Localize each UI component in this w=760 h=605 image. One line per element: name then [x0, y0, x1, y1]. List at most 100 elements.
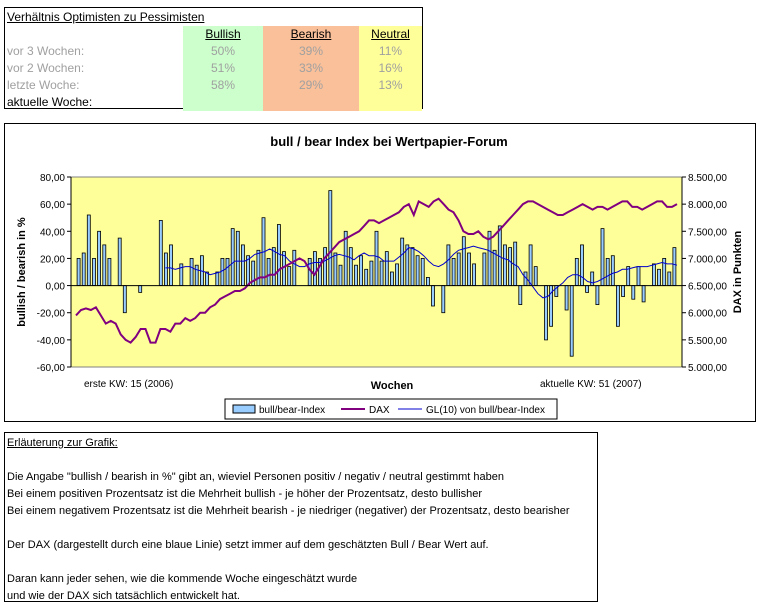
bull-bear-bar — [595, 285, 600, 306]
y2-tick-label: 8.000,00 — [688, 200, 727, 211]
bull-bear-bar — [333, 252, 338, 286]
bull-bear-bar — [338, 264, 343, 286]
y2-tick-label: 8.500,00 — [688, 173, 727, 184]
bull-bear-bar — [266, 257, 271, 286]
explanation-line: und wie der DAX sich tatsächlich entwick… — [7, 590, 240, 602]
explanation-line: Die Angabe "bullish / bearish in %" gibt… — [7, 471, 504, 483]
bearish-value — [263, 94, 359, 111]
y2-tick-label: 5.000,00 — [688, 363, 727, 374]
bull-bear-bar — [446, 244, 451, 287]
bull-bear-bar — [528, 244, 533, 287]
table-title: Verhältnis Optimisten zu Pessimisten — [7, 10, 205, 24]
neutral-value — [359, 94, 422, 111]
bull-bear-bar — [590, 271, 595, 287]
bull-bear-bar — [348, 247, 353, 286]
gl10-line — [165, 245, 678, 299]
y2-tick-label: 6.500,00 — [688, 282, 727, 293]
bull-bear-bar — [107, 257, 112, 286]
x-axis-label: Wochen — [371, 380, 414, 392]
bearish-value: 29% — [263, 77, 359, 94]
row-label: letzte Woche: — [7, 78, 80, 92]
y-tick-label: -60,00 — [37, 363, 66, 374]
dax-line — [75, 197, 678, 344]
legend-box — [224, 398, 558, 420]
x-annotation-end: aktuelle KW: 51 (2007) — [540, 379, 642, 390]
bull-bear-bar — [482, 252, 487, 286]
bull-bear-bar — [97, 230, 101, 287]
bull-bear-bar — [158, 220, 163, 286]
bull-bear-bar — [76, 257, 81, 286]
bull-bear-bar — [240, 244, 245, 287]
bull-bear-bar — [636, 266, 641, 287]
bull-bear-bar — [292, 249, 297, 287]
table-row: letzte Woche: 58% 29% 13% — [5, 77, 422, 94]
bullish-value: 58% — [183, 77, 263, 94]
bull-bear-bar — [533, 266, 538, 287]
y2-tick-label: 7.500,00 — [688, 227, 727, 238]
y-tick-label: -20,00 — [37, 309, 66, 320]
y-axis-label: bullish / bearish in % — [16, 217, 28, 327]
bull-bear-bar — [374, 230, 379, 287]
bull-bear-bar — [169, 244, 173, 287]
bull-bear-bar — [492, 249, 497, 287]
table-row: vor 3 Wochen: 50% 39% 11% — [5, 43, 422, 60]
y-tick-label: 20,00 — [40, 254, 65, 265]
bull-bear-bar — [389, 271, 394, 287]
header-neutral: Neutral — [359, 26, 422, 43]
bull-bear-bar — [631, 285, 636, 300]
bull-bear-bar — [600, 228, 605, 286]
bull-bear-bar — [441, 285, 446, 314]
legend-label-dax: DAX — [369, 405, 390, 416]
bull-bear-bar — [641, 285, 646, 303]
bull-bear-bar — [276, 224, 281, 286]
bull-bear-bar — [451, 257, 456, 286]
bull-bear-bar — [235, 230, 240, 287]
table-header-row: Bullish Bearish Neutral — [5, 26, 422, 43]
bull-bear-bar — [81, 252, 86, 286]
bull-bear-bar — [312, 251, 317, 286]
bull-bear-bar — [328, 190, 333, 286]
bull-bear-bar — [431, 285, 435, 307]
bullish-value: 50% — [183, 43, 263, 60]
bull-bear-bar — [456, 252, 461, 286]
bull-bear-bar — [420, 257, 425, 286]
bull-bear-bar — [672, 247, 677, 286]
y2-tick-label: 7.000,00 — [688, 254, 727, 265]
y-axis: 80,00 60,00 40,00 20,00 0,00 -20,00 -40,00 -60,… — [37, 173, 72, 374]
bull-bear-bar — [502, 244, 507, 287]
row-label: aktuelle Woche: — [7, 95, 93, 109]
bull-bear-bar — [467, 252, 471, 286]
bull-bear-bar — [580, 244, 584, 287]
bull-bear-bar — [364, 268, 369, 287]
y-tick-label: -40,00 — [37, 336, 66, 347]
bull-bear-bar — [616, 285, 620, 327]
explanation-box: Erläuterung zur Grafik: Die Angabe "bull… — [4, 432, 598, 602]
y2-axis-label: DAX in Punkten — [732, 230, 744, 313]
y-tick-label: 80,00 — [40, 173, 65, 184]
bull-bear-bar — [323, 247, 328, 286]
row-label: vor 3 Wochen: — [7, 44, 85, 58]
row-label: vor 2 Wochen: — [7, 61, 85, 75]
chart-title: bull / bear Index bei Wertpapier-Forum — [270, 134, 507, 149]
x-annotation-start: erste KW: 15 (2006) — [84, 379, 173, 390]
bull-bear-bar — [220, 257, 225, 286]
table-title-row: Verhältnis Optimisten zu Pessimisten — [5, 9, 422, 26]
chart-svg: bull / bear Index bei Wertpapier-Forum 8… — [16, 134, 744, 420]
bullish-value: 51% — [183, 60, 263, 77]
legend-label-bull-bear: bull/bear-Index — [259, 405, 325, 416]
bull-bear-bar — [621, 285, 625, 297]
bull-bear-bar — [425, 276, 430, 286]
bull-bear-bar — [102, 244, 107, 287]
bull-bear-bar — [122, 285, 127, 314]
bull-bear-bar — [369, 260, 374, 286]
explanation-line: Daran kann jeder sehen, wie die kommende… — [7, 573, 358, 585]
bull-bear-bar — [287, 266, 292, 287]
bull-bear-bar — [564, 285, 569, 311]
table-row: vor 2 Wochen: 51% 33% 16% — [5, 60, 422, 77]
bull-bear-bar — [117, 237, 122, 286]
bearish-value: 33% — [263, 60, 359, 77]
y2-tick-label: 5.500,00 — [688, 336, 727, 347]
bull-bear-bar — [215, 271, 220, 287]
bull-bear-bar — [574, 257, 579, 286]
bull-bear-bar — [359, 255, 364, 286]
